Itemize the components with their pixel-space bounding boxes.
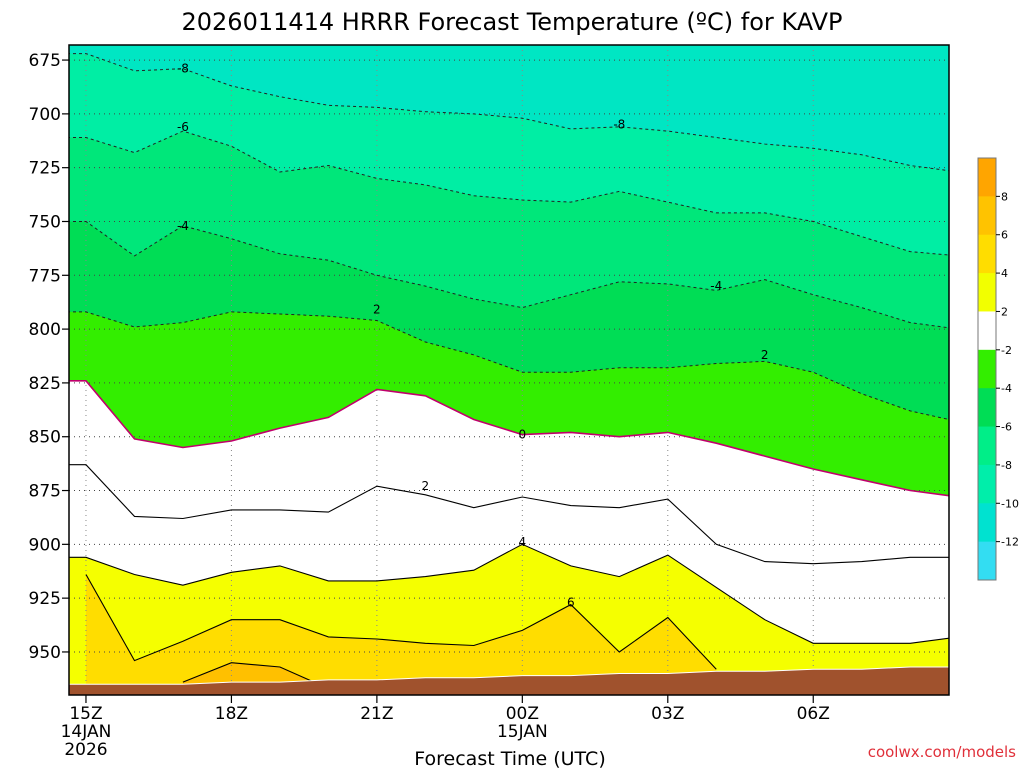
colorbar-swatch	[978, 273, 996, 312]
x-tick-label: 18Z	[215, 704, 248, 724]
isotherm-4	[69, 543, 949, 644]
isotherm-minus6	[69, 130, 949, 256]
x-tick-year: 2026	[64, 740, 107, 760]
contour-label: 0	[519, 428, 527, 442]
colorbar-tick-label: 4	[1001, 267, 1008, 280]
x-tick-label: 21Z	[360, 704, 393, 724]
isotherm-6	[85, 574, 717, 670]
contour-label: 6	[567, 595, 575, 609]
colorbar-swatch	[978, 311, 996, 351]
y-tick-label: 675	[29, 51, 61, 71]
contour-label: -6	[177, 120, 189, 134]
colorbar-swatch	[978, 234, 996, 274]
isotherm-layer	[69, 53, 949, 690]
contour-label: -4	[710, 279, 722, 293]
contour-label: 2	[422, 479, 430, 493]
y-tick-label: 700	[29, 105, 61, 125]
colorbar-tick-label: 6	[1001, 229, 1008, 242]
colorbar-tick-label: -8	[1001, 459, 1012, 472]
y-tick-label: 775	[29, 266, 61, 286]
colorbar-swatch	[978, 541, 996, 581]
colorbar-swatch	[978, 464, 996, 504]
y-tick-label: 875	[29, 482, 61, 502]
colorbar-tick-label: -12	[1001, 536, 1019, 549]
contour-label: -8	[613, 118, 625, 132]
colorbar-tick-label: 2	[1001, 305, 1008, 318]
colorbar-swatch	[978, 196, 996, 236]
x-tick-date: 14JAN	[61, 722, 112, 742]
contour-label: 4	[519, 535, 527, 549]
x-tick-date: 15JAN	[497, 722, 548, 742]
x-tick-label: 15Z	[69, 704, 102, 724]
contour-label: 2	[373, 303, 381, 317]
isotherm-2	[69, 464, 949, 565]
contour-label-layer: -8 -8 -6 -4 -4 2 2 0 2 4 6	[177, 62, 769, 610]
y-axis: 675 700 725 750 775 800 825 850 875 900 925 950	[29, 51, 69, 663]
y-tick-label: 925	[29, 589, 61, 609]
colorbar-legend: -12 -10 -8 -6 -4 -2 2 4 6 8	[977, 157, 1019, 581]
colorbar-tick-label: 8	[1001, 190, 1008, 203]
y-tick-label: 750	[29, 212, 61, 232]
colorbar-frame	[977, 157, 997, 581]
temperature-fill-layer	[69, 45, 949, 695]
x-tick-label: 06Z	[797, 704, 830, 724]
plot-frame	[68, 44, 950, 696]
ground-layer	[69, 666, 949, 695]
colorbar-tick-label: -10	[1001, 497, 1019, 510]
y-tick-label: 950	[29, 643, 61, 663]
isotherm-0	[69, 380, 949, 497]
isotherm-minus4	[69, 221, 949, 329]
y-tick-label: 850	[29, 428, 61, 448]
contour-label: -4	[177, 219, 189, 233]
isotherm-minus2	[69, 311, 949, 421]
x-tick-label: 03Z	[651, 704, 684, 724]
credit-link[interactable]: coolwx.com/models	[868, 743, 1016, 761]
contour-label: -8	[177, 62, 189, 76]
colorbar-tick-label: -6	[1001, 421, 1012, 434]
colorbar-swatch	[978, 426, 996, 466]
y-tick-label: 725	[29, 159, 61, 179]
x-axis-label: Forecast Time (UTC)	[414, 748, 605, 768]
ground-surface	[69, 666, 949, 695]
colorbar-swatch	[978, 158, 996, 197]
colorbar-tick-label: -4	[1001, 382, 1012, 395]
colorbar-swatch	[978, 503, 996, 543]
chart-title: 2026011414 HRRR Forecast Temperature (ºC…	[181, 8, 842, 36]
colorbar-tick-label: -2	[1001, 344, 1012, 357]
grid-layer	[69, 45, 949, 695]
colorbar-swatch	[978, 388, 996, 428]
y-tick-label: 900	[29, 535, 61, 555]
isotherm-minus8	[69, 53, 949, 172]
y-tick-label: 825	[29, 374, 61, 394]
colorbar-swatch	[978, 349, 996, 389]
isotherm-8	[182, 662, 329, 690]
contour-label: 2	[761, 348, 769, 362]
y-tick-label: 800	[29, 320, 61, 340]
x-tick-label: 00Z	[506, 704, 539, 724]
